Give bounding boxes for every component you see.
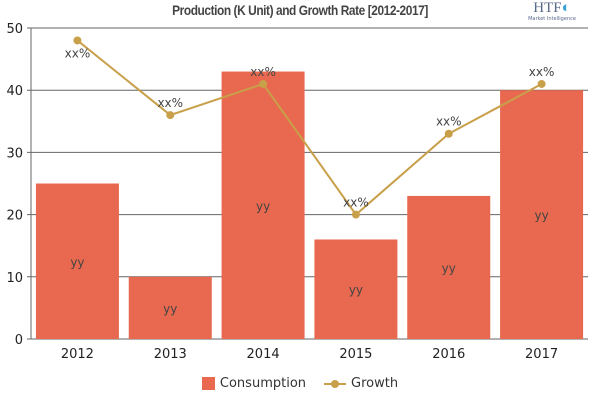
bar-data-label: yy: [534, 209, 548, 223]
y-tick-label: 20: [6, 209, 23, 224]
bar-data-label: yy: [256, 199, 270, 213]
growth-data-label: xx%: [529, 65, 555, 79]
growth-point: [259, 79, 268, 88]
growth-point: [444, 129, 453, 138]
y-tick-label: 40: [6, 84, 23, 99]
x-tick-label: 2015: [339, 347, 372, 362]
x-tick-label: 2017: [525, 347, 558, 362]
legend-swatch-line: [324, 379, 347, 388]
legend-item-growth[interactable]: Growth: [324, 376, 398, 391]
bar-data-label: yy: [442, 261, 456, 275]
growth-data-label: xx%: [250, 65, 276, 79]
bar: [35, 183, 119, 339]
bar: [407, 195, 491, 339]
legend-swatch-bar: [201, 377, 215, 390]
x-tick-label: 2014: [247, 347, 280, 362]
y-tick-label: 0: [15, 333, 23, 348]
bar-data-label: yy: [70, 255, 84, 269]
x-tick-label: 2016: [432, 347, 465, 362]
growth-data-label: xx%: [343, 196, 369, 210]
y-tick-label: 50: [6, 22, 23, 37]
bar-data-label: yy: [349, 283, 363, 297]
bar: [128, 276, 212, 339]
legend: Consumption Growth: [0, 376, 600, 391]
growth-point: [351, 210, 360, 219]
growth-data-label: xx%: [157, 96, 183, 110]
chart-title: Production (K Unit) and Growth Rate [201…: [172, 2, 428, 18]
bar: [314, 239, 398, 339]
growth-line: [76, 39, 543, 217]
htf-logo: HTF◐ Market Intelligence: [528, 0, 576, 22]
growth-point: [537, 79, 546, 88]
bar: [221, 71, 305, 339]
y-tick-label: 10: [6, 271, 23, 286]
x-tick-label: 2012: [61, 347, 94, 362]
y-tick-label: 30: [6, 146, 23, 161]
bar-data-label: yy: [163, 302, 177, 316]
growth-data-label: xx%: [65, 46, 91, 60]
growth-point: [166, 111, 175, 120]
legend-label: Growth: [351, 376, 399, 391]
chart-plot: 0 10 20 30 40 50 yy 2012 yy 2013 yy 2014 yy 2015 yy 201…: [6, 22, 588, 362]
legend-item-consumption[interactable]: Consumption: [201, 376, 307, 391]
growth-data-label: xx%: [436, 115, 462, 129]
bar: [500, 90, 584, 339]
x-tick-label: 2013: [154, 347, 187, 362]
growth-point: [73, 36, 82, 45]
legend-label: Consumption: [219, 376, 307, 391]
